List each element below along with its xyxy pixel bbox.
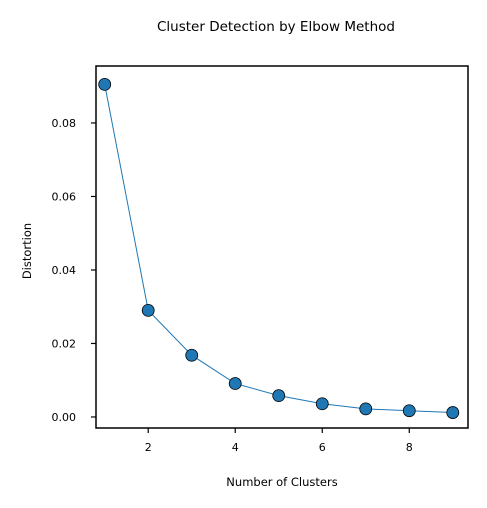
data-point	[98, 77, 112, 91]
y-axis-label: Distortion	[20, 223, 34, 279]
x-tick-label: 6	[319, 441, 326, 454]
data-point	[185, 348, 199, 362]
data-point	[402, 404, 416, 418]
series-line	[104, 84, 453, 414]
plot-frame	[95, 65, 469, 429]
x-tick-label: 8	[406, 441, 413, 454]
y-tick-label: 0.02	[52, 337, 77, 350]
data-point	[228, 377, 242, 390]
data-point	[141, 303, 155, 317]
axis-ticks: 2 4 6 8 0.00 0.02 0.04 0.06 0.08	[52, 117, 413, 454]
data-point	[359, 402, 373, 416]
y-tick-label: 0.04	[52, 264, 77, 277]
chart-title: Cluster Detection by Elbow Method	[157, 19, 395, 35]
y-tick-label: 0.00	[52, 411, 77, 424]
x-tick-label: 2	[145, 441, 152, 454]
y-tick-label: 0.08	[52, 117, 77, 130]
series-group	[98, 77, 460, 419]
data-point	[272, 389, 286, 403]
y-tick-label: 0.06	[52, 190, 77, 203]
x-tick-label: 4	[232, 441, 239, 454]
data-point	[315, 397, 329, 411]
x-axis-label: Number of Clusters	[226, 475, 337, 489]
data-point	[446, 406, 460, 419]
